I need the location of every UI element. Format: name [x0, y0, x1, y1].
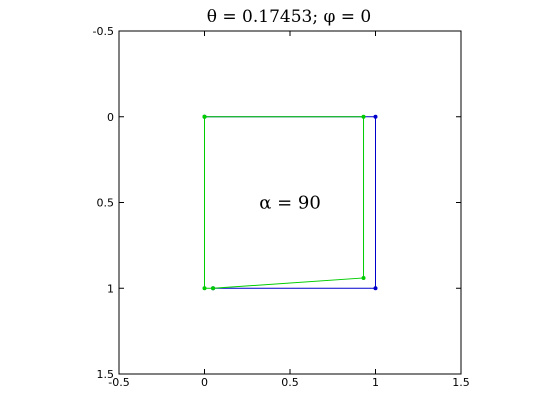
series-2-point	[211, 286, 216, 291]
y-tick-label: 0	[107, 111, 114, 124]
series-layer	[202, 114, 378, 291]
alpha-annotation: α = 90	[259, 193, 321, 214]
x-tick-label: 0	[201, 376, 208, 389]
chart-title: θ = 0.17453; φ = 0	[207, 7, 372, 27]
y-tick-label: 0.5	[97, 197, 115, 210]
series-2-line	[204, 116, 365, 289]
series-1-point	[373, 114, 378, 119]
axis-ticks: -0.5 0 0.5 1 1.5-0.500.511.5	[93, 25, 470, 389]
series-2-point	[361, 275, 366, 280]
x-tick-label: 1.5	[452, 376, 470, 389]
series-1-point	[373, 286, 378, 291]
y-tick-label: 1	[107, 282, 114, 295]
series-2-point	[361, 114, 366, 119]
x-tick-label: 0.5	[281, 376, 299, 389]
x-tick-label: -0.5	[108, 376, 129, 389]
y-tick-label: 1.5	[97, 368, 115, 381]
x-tick-label: 1	[372, 376, 379, 389]
y-tick-label: -0.5	[93, 25, 114, 38]
series-2-point	[202, 286, 207, 291]
series-2-point	[202, 114, 207, 119]
plot-area: -0.5 0 0.5 1 1.5-0.500.511.5	[93, 25, 470, 389]
